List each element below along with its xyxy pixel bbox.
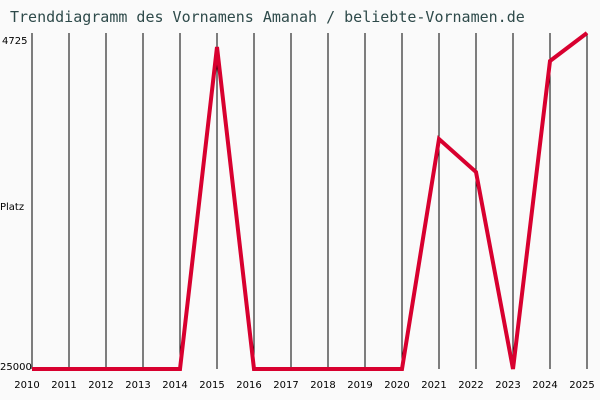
x-axis-tick-label: 2022 <box>458 380 484 391</box>
y-axis-title: Platz <box>0 202 25 213</box>
x-axis-tick-label: 2012 <box>88 380 114 391</box>
x-axis-tick-label: 2015 <box>199 380 225 391</box>
x-axis-tick-label: 2025 <box>569 380 595 391</box>
chart-title: Trenddiagramm des Vornamens Amanah / bel… <box>10 8 525 26</box>
x-axis-tick-label: 2019 <box>347 380 373 391</box>
x-axis-tick-label: 2010 <box>14 380 40 391</box>
x-axis-tick-label: 2014 <box>162 380 188 391</box>
y-axis-bottom-label: 25000 <box>0 362 32 373</box>
y-axis-top-label: 4725 <box>2 36 28 47</box>
x-axis-tick-label: 2018 <box>310 380 336 391</box>
series-line <box>32 31 589 371</box>
x-axis-tick-label: 2017 <box>273 380 299 391</box>
x-axis-tick-label: 2011 <box>51 380 77 391</box>
x-axis-tick-label: 2016 <box>236 380 262 391</box>
x-axis-tick-label: 2023 <box>495 380 521 391</box>
x-axis-tick-label: 2013 <box>125 380 151 391</box>
x-axis-tick-label: 2020 <box>384 380 410 391</box>
x-axis-tick-label: 2021 <box>421 380 447 391</box>
x-axis-tick-label: 2024 <box>532 380 558 391</box>
